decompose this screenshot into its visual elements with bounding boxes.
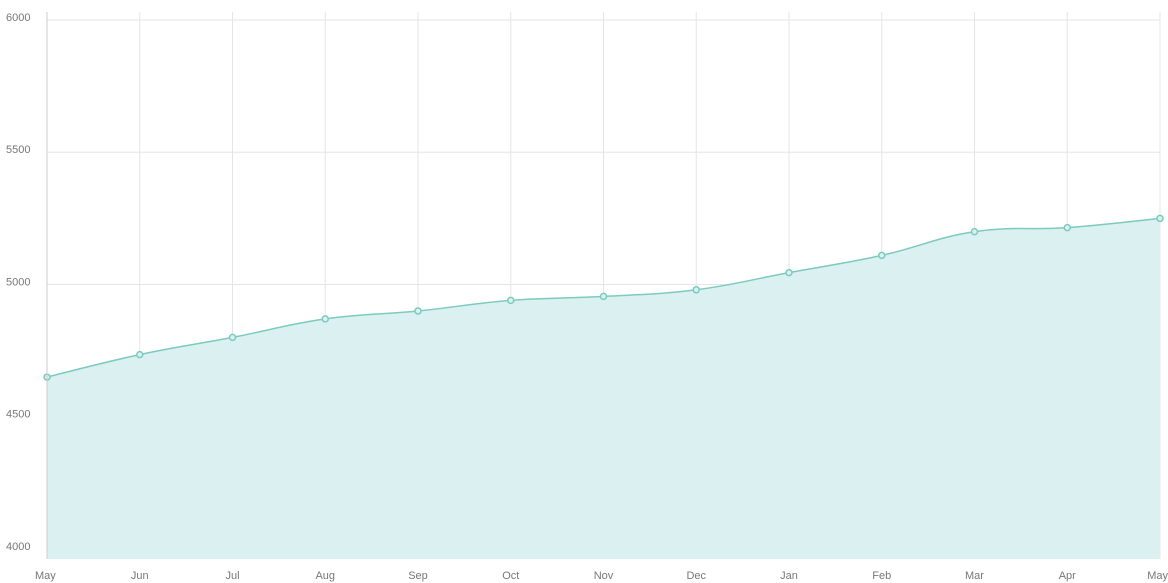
x-tick-label: Jul bbox=[225, 570, 239, 582]
x-tick-label: Jan bbox=[780, 570, 798, 582]
point bbox=[321, 315, 329, 323]
y-tick-label: 5000 bbox=[6, 276, 30, 288]
x-tick-label: Mar bbox=[965, 570, 984, 582]
x-tick-label: Dec bbox=[686, 570, 706, 582]
point bbox=[414, 307, 422, 315]
point bbox=[228, 333, 237, 342]
y-tick-label: 4000 bbox=[6, 541, 30, 553]
point bbox=[785, 268, 793, 277]
point bbox=[692, 286, 700, 294]
x-tick-label: Apr bbox=[1059, 570, 1076, 582]
y-tick-label: 6000 bbox=[6, 12, 30, 24]
x-tick-label: Sep bbox=[408, 570, 428, 582]
point bbox=[599, 292, 608, 301]
point bbox=[136, 350, 144, 359]
y-tick-label: 5500 bbox=[6, 144, 30, 156]
point bbox=[507, 296, 515, 305]
point bbox=[1156, 214, 1164, 223]
y-tick-label: 4500 bbox=[6, 409, 30, 421]
x-tick-label: Feb bbox=[872, 570, 891, 582]
point bbox=[1063, 223, 1071, 232]
point bbox=[878, 251, 886, 260]
area-fill bbox=[47, 218, 1160, 559]
point bbox=[970, 227, 979, 236]
x-tick-label: Jun bbox=[131, 570, 149, 582]
x-tick-label: May bbox=[1147, 570, 1168, 582]
x-tick-label: May bbox=[35, 570, 56, 582]
x-tick-label: Nov bbox=[594, 570, 614, 582]
x-tick-label: Aug bbox=[315, 570, 335, 582]
x-tick-label: Oct bbox=[502, 570, 519, 582]
